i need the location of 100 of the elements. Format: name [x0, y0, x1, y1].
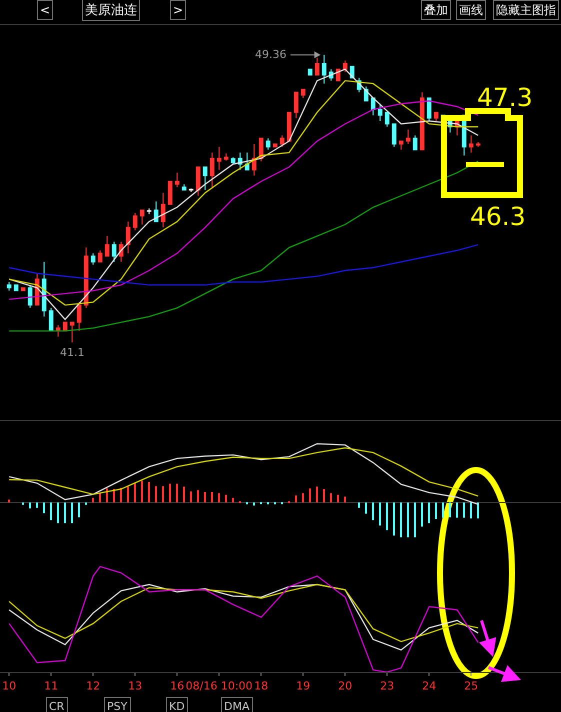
- text: >: [173, 3, 184, 17]
- candlestick: [412, 134, 418, 150]
- bar: [456, 502, 458, 518]
- bar: [169, 484, 171, 503]
- bar: [190, 491, 192, 503]
- candlestick: [252, 143, 256, 176]
- candlestick: [392, 123, 396, 148]
- bar: [50, 502, 52, 520]
- candlestick: [224, 152, 228, 162]
- candlestick: [28, 284, 32, 308]
- candlestick: [76, 302, 82, 332]
- candlestick: [70, 322, 74, 343]
- bar: [183, 486, 185, 503]
- candlestick: [48, 307, 54, 332]
- bar: [442, 502, 444, 518]
- text: CR: [49, 700, 65, 712]
- candlestick: [14, 284, 18, 292]
- bar: [358, 502, 360, 508]
- x-tick-label: 16: [170, 679, 184, 692]
- bar: [232, 498, 234, 503]
- candlestick: [378, 103, 382, 122]
- x-tick-label: 18: [254, 679, 268, 692]
- text: 画线: [459, 3, 483, 17]
- bar: [477, 502, 479, 518]
- candlestick: [230, 156, 236, 165]
- candlestick: [468, 134, 474, 154]
- candlestick: [104, 236, 110, 257]
- bar: [211, 492, 213, 503]
- candlestick: [300, 88, 306, 98]
- candlestick: [426, 97, 432, 122]
- bar: [365, 502, 367, 514]
- x-tick-label: 12: [86, 679, 100, 692]
- candlestick: [154, 201, 158, 222]
- bar: [218, 493, 220, 503]
- candlestick: [112, 241, 116, 262]
- text: PSY: [107, 700, 128, 712]
- bar: [372, 502, 374, 520]
- bar: [225, 494, 227, 503]
- candlestick: [174, 172, 180, 188]
- candlestick: [384, 112, 390, 128]
- candlestick: [244, 152, 250, 170]
- candlestick: [476, 141, 480, 148]
- candlestick: [6, 282, 12, 292]
- text: 41.1: [60, 346, 84, 359]
- bar: [162, 486, 164, 503]
- bar: [316, 486, 318, 503]
- bar: [449, 502, 451, 518]
- text: 美原油连: [85, 2, 137, 18]
- candlestick: [322, 54, 326, 84]
- x-tick-label: 13: [128, 679, 142, 692]
- candlestick: [342, 60, 348, 73]
- bar: [435, 502, 437, 519]
- candlestick: [146, 208, 152, 215]
- bar: [344, 496, 346, 503]
- bar: [155, 486, 157, 503]
- bar: [302, 493, 304, 503]
- candlestick: [98, 250, 102, 262]
- bar: [204, 492, 206, 503]
- bar: [71, 502, 73, 524]
- text: DMA: [224, 700, 250, 712]
- x-tick-label: 20: [338, 679, 352, 692]
- bar: [253, 502, 255, 506]
- bar: [29, 502, 31, 508]
- bar: [197, 490, 199, 503]
- candlestick: [266, 138, 270, 150]
- text: 隐藏主图指: [496, 3, 556, 17]
- bar: [386, 502, 388, 530]
- candlestick: [434, 112, 438, 122]
- bar: [99, 492, 101, 503]
- candlestick: [196, 166, 200, 196]
- candlestick: [308, 68, 312, 76]
- candlestick: [90, 252, 96, 266]
- candlestick: [126, 221, 130, 254]
- bar: [428, 502, 430, 524]
- bar: [400, 502, 402, 538]
- annotation: 49.36: [255, 48, 286, 61]
- bar: [470, 502, 472, 518]
- bar: [57, 502, 59, 524]
- x-tick-label: 08/16 10:00: [186, 679, 253, 692]
- bar: [78, 502, 80, 518]
- bar: [407, 502, 409, 538]
- bar: [106, 488, 108, 503]
- bar: [414, 502, 416, 538]
- bar: [127, 486, 129, 503]
- text: KD: [169, 700, 185, 712]
- bar: [113, 489, 115, 503]
- bar: [393, 502, 395, 536]
- bar: [330, 493, 332, 503]
- bar: [323, 489, 325, 503]
- annotation: 47.3: [477, 83, 533, 112]
- candlestick: [202, 166, 208, 190]
- candlestick: [182, 184, 186, 190]
- bar: [337, 494, 339, 503]
- text: 叠加: [424, 3, 448, 17]
- bar: [92, 498, 94, 503]
- x-tick-label: 25: [464, 679, 478, 692]
- candlestick: [406, 129, 410, 144]
- bar: [421, 502, 423, 527]
- candlestick: [294, 92, 298, 119]
- annotation: 46.3: [470, 202, 526, 231]
